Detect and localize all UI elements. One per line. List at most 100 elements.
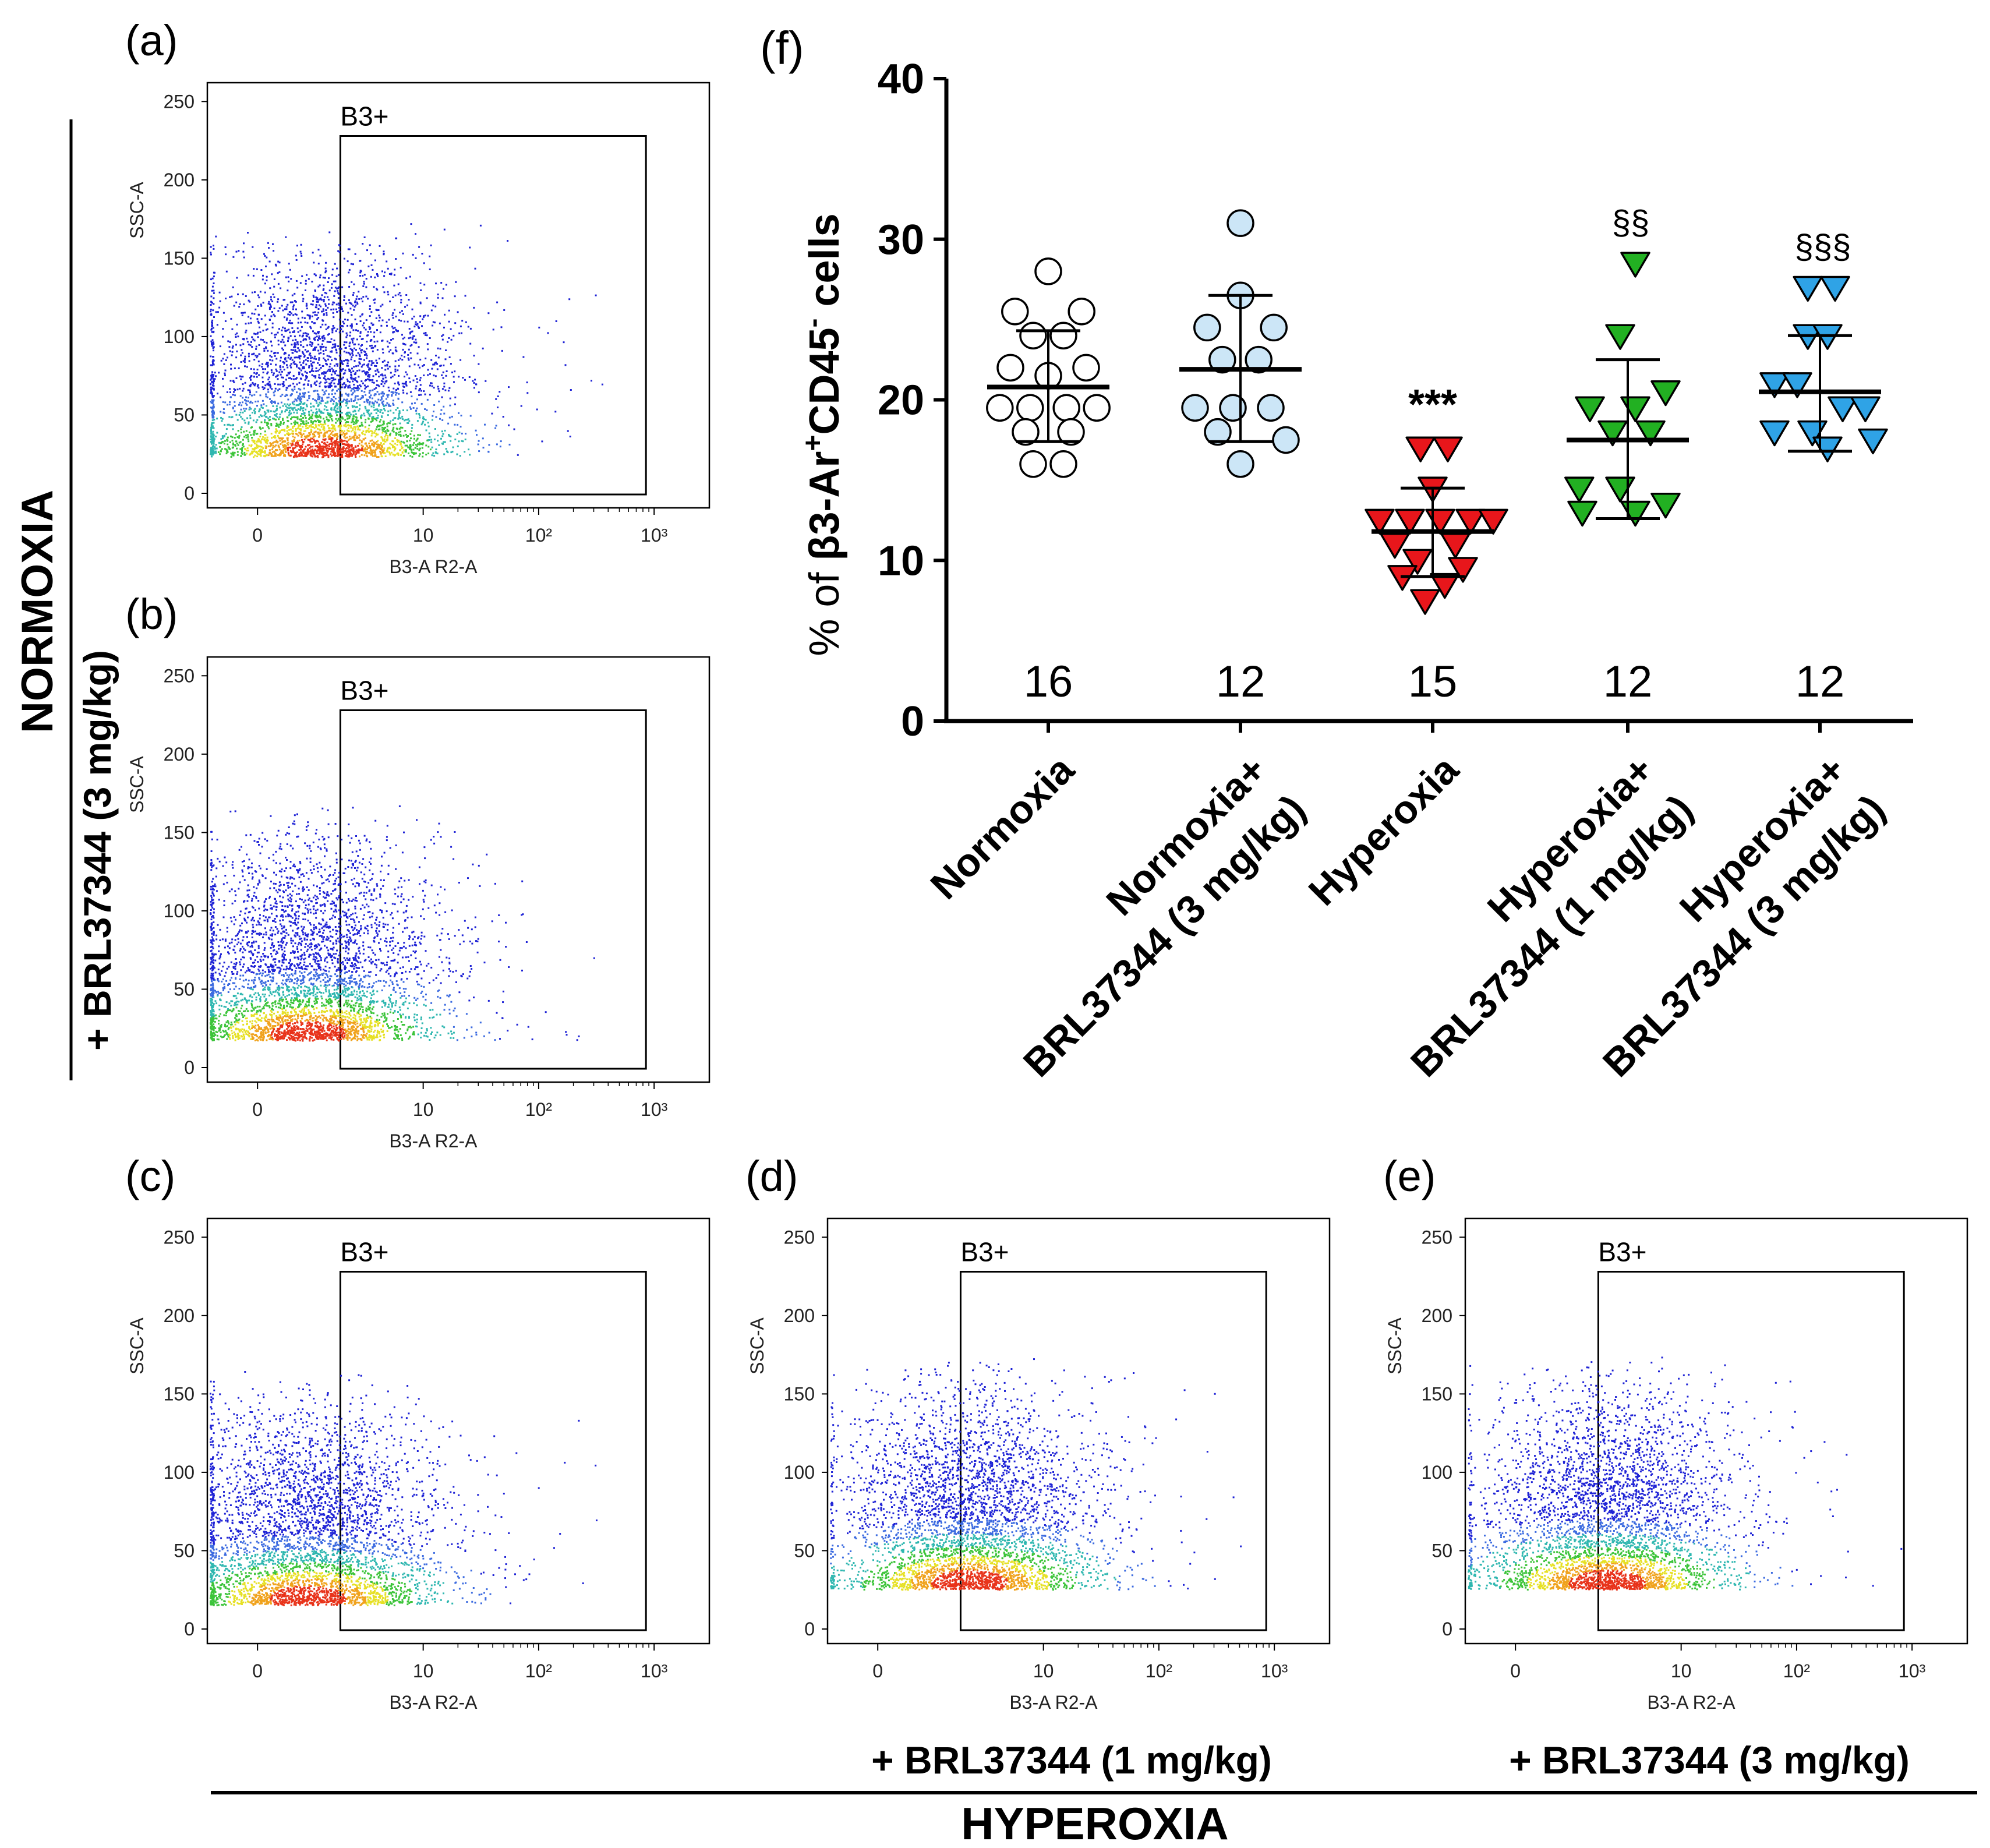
x-tick-label: 0: [252, 1099, 263, 1120]
data-point: [1068, 298, 1095, 326]
flow-panel-e: (e) 0 50 100 150 200 250 0 10 10² 10³ B3-A R2-A SSC-…: [1383, 1152, 1968, 1713]
y-tick-label: 150: [164, 822, 195, 843]
flow-panel-c: (c) 0 50 100 150 200 250 0 10 10² 10³ B3-A R2-A SSC-…: [125, 1152, 711, 1713]
data-point: [1635, 420, 1666, 447]
y-tick-label: 250: [1422, 1227, 1452, 1248]
data-point: [1433, 436, 1463, 462]
data-point: [1019, 321, 1047, 349]
series-5: 12 §§§: [1759, 228, 1888, 706]
plot-frame: [206, 82, 711, 509]
x-tick-label: 0: [252, 1660, 263, 1681]
stray-event: [1180, 1496, 1182, 1498]
hyperoxia-label: HYPEROXIA: [961, 1798, 1228, 1848]
gate-label: B3+: [1598, 1236, 1646, 1267]
y-axis-label: SSC-A: [126, 755, 147, 812]
stray-event: [563, 341, 565, 344]
stray-event: [1206, 1518, 1208, 1520]
data-point: [1605, 324, 1635, 350]
x-axis-label: B3-A R2-A: [1647, 1692, 1735, 1713]
stray-event: [1829, 1508, 1832, 1511]
stray-event: [466, 877, 469, 879]
data-point: [1052, 394, 1080, 422]
data-point: [1650, 380, 1681, 407]
y-tick-label: 0: [184, 483, 195, 504]
n-label: 15: [1408, 657, 1458, 706]
y-tick-label: 100: [784, 1462, 815, 1483]
y-tick-label: 40: [878, 56, 924, 103]
y-tick-label: 200: [164, 1305, 195, 1326]
significance-label: §§§: [1795, 228, 1851, 266]
data-point: [1605, 476, 1635, 503]
data-point: [1430, 573, 1460, 599]
data-point: [1181, 394, 1209, 422]
category-label-1: Normoxia: [922, 747, 1083, 907]
data-point: [1575, 396, 1605, 422]
series-2: 12: [1179, 209, 1302, 706]
data-point: [1365, 508, 1395, 535]
gate-b3-positive: [339, 709, 647, 1070]
y-tick-label: 200: [164, 744, 195, 765]
data-point: [1828, 396, 1858, 422]
category-label-line: Normoxia: [922, 747, 1083, 907]
data-point: [1455, 508, 1486, 535]
y-tick-label: 250: [164, 91, 195, 112]
panel-label-e: (e): [1383, 1152, 1436, 1200]
panel-label-a: (a): [125, 16, 178, 65]
data-point: [1208, 345, 1236, 374]
y-tick-label: 10: [878, 538, 924, 584]
y-tick-label: 150: [784, 1383, 815, 1404]
x-tick-label: 0: [872, 1660, 883, 1681]
y-tick-label: 150: [1422, 1383, 1452, 1404]
data-point: [1793, 275, 1823, 302]
series-3: 15 ***: [1365, 381, 1508, 706]
significance-label: ***: [1408, 381, 1457, 428]
data-point: [1478, 508, 1508, 535]
y-tick-label: 50: [1431, 1540, 1452, 1561]
event-density-cloud: [210, 805, 595, 1042]
stray-event: [578, 1035, 580, 1037]
panel-label-b: (b): [125, 590, 178, 638]
stray-event: [582, 1582, 584, 1585]
brl-1-label: + BRL37344 (1 mg/kg): [871, 1739, 1272, 1782]
y-tick-label: 50: [174, 404, 195, 425]
data-point: [1193, 313, 1221, 342]
stray-event: [570, 388, 572, 391]
x-tick-label: 10: [1671, 1660, 1692, 1681]
significance-label: §§: [1612, 204, 1650, 242]
y-tick-label: 0: [1442, 1619, 1452, 1639]
series-1: 16: [986, 257, 1111, 706]
y-tick-label: 250: [164, 1227, 195, 1248]
normoxia-brl-label: + BRL37344 (3 mg/kg): [76, 650, 119, 1051]
gate-label: B3+: [960, 1236, 1009, 1267]
y-tick-label: 0: [184, 1619, 195, 1639]
plot-frame: [826, 1217, 1331, 1645]
x-tick-label: 10²: [525, 525, 553, 546]
data-point: [1034, 257, 1062, 285]
y-tick-label: 250: [164, 665, 195, 686]
data-point: [986, 394, 1014, 422]
y-tick-label: 20: [878, 377, 924, 424]
category-label-3: Hyperoxia: [1300, 747, 1468, 914]
y-axis-label: SSC-A: [747, 1317, 768, 1374]
y-axis-label: SSC-A: [126, 1317, 147, 1374]
y-tick-label: 0: [184, 1057, 195, 1078]
n-label: 12: [1603, 657, 1653, 706]
x-tick-label: 10²: [1146, 1660, 1173, 1681]
data-point: [1402, 549, 1433, 575]
x-tick-label: 10: [1033, 1660, 1054, 1681]
y-tick-label: 30: [878, 217, 924, 263]
y-tick-label: 100: [164, 1462, 195, 1483]
x-axis-label: B3-A R2-A: [389, 556, 478, 577]
y-axis-label: SSC-A: [1384, 1317, 1405, 1374]
data-point: [1260, 313, 1288, 342]
data-point: [1245, 345, 1273, 374]
brl-3-label: + BRL37344 (3 mg/kg): [1509, 1739, 1910, 1782]
x-tick-label: 10³: [641, 1660, 668, 1681]
data-point: [1001, 298, 1029, 326]
series-4: 12 §§: [1564, 204, 1689, 706]
panel-label-f: (f): [760, 22, 804, 74]
n-label: 16: [1024, 657, 1073, 706]
x-axis-label: B3-A R2-A: [1009, 1692, 1098, 1713]
y-tick-label: 100: [164, 326, 195, 347]
y-tick-label: 150: [164, 248, 195, 268]
